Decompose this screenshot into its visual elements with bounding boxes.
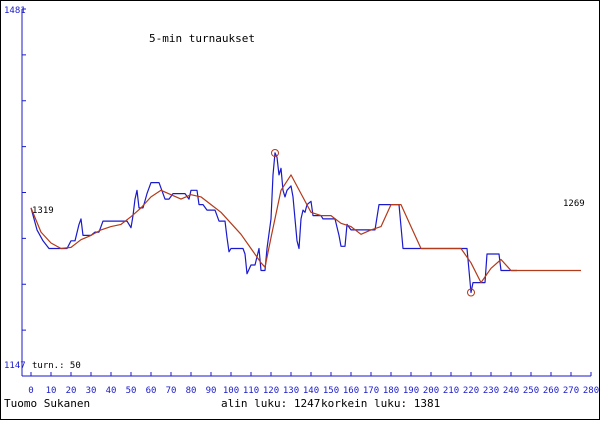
x-tick-label: 120: [263, 386, 279, 396]
x-tick-label: 30: [86, 386, 97, 396]
x-tick-label: 60: [146, 386, 157, 396]
x-tick-label: 20: [66, 386, 77, 396]
x-tick-label: 250: [523, 386, 539, 396]
end-value-label: 1269: [563, 199, 585, 209]
x-tick-label: 70: [166, 386, 177, 396]
turn-label: turn.: 50: [32, 361, 81, 371]
x-tick-label: 0: [28, 386, 33, 396]
y-max-label: 1481: [4, 6, 26, 16]
low-value-label: alin luku: 1247: [221, 397, 320, 410]
low-marker: [467, 288, 475, 297]
high-value-label: korkein luku: 1381: [321, 397, 440, 410]
labels: 1481 1147 turn.: 50 5-min turnaukset 1319 126…: [4, 6, 585, 410]
y-min-label: 1147: [4, 361, 26, 371]
x-tick-label: 220: [463, 386, 479, 396]
start-value-label: 1319: [32, 206, 54, 216]
x-tick-label: 100: [223, 386, 239, 396]
x-tick-label: 40: [106, 386, 117, 396]
x-tick-marks: 0 10 20 30 40 50 60 70 80 90 100 110 120 130 140 150 160…: [28, 372, 599, 396]
x-tick-label: 110: [243, 386, 259, 396]
markers: [271, 148, 475, 297]
x-tick-label: 150: [323, 386, 339, 396]
chart-title: 5-min turnaukset: [149, 32, 255, 45]
author-label: Tuomo Sukanen: [4, 397, 90, 410]
x-tick-label: 170: [363, 386, 379, 396]
x-tick-label: 280: [583, 386, 599, 396]
x-tick-label: 140: [303, 386, 319, 396]
x-tick-label: 210: [443, 386, 459, 396]
average-line: [30, 174, 581, 284]
high-marker: [271, 148, 279, 157]
x-tick-label: 190: [403, 386, 419, 396]
x-tick-label: 10: [46, 386, 57, 396]
x-tick-label: 80: [186, 386, 197, 396]
x-tick-label: 260: [543, 386, 559, 396]
x-tick-label: 270: [563, 386, 579, 396]
x-tick-label: 180: [383, 386, 399, 396]
x-tick-label: 200: [423, 386, 439, 396]
x-tick-label: 160: [343, 386, 359, 396]
axes: [21, 8, 591, 377]
x-tick-label: 130: [283, 386, 299, 396]
x-tick-label: 230: [483, 386, 499, 396]
x-tick-label: 50: [126, 386, 137, 396]
x-tick-label: 240: [503, 386, 519, 396]
x-tick-label: 90: [206, 386, 217, 396]
series-lines: [30, 152, 581, 294]
